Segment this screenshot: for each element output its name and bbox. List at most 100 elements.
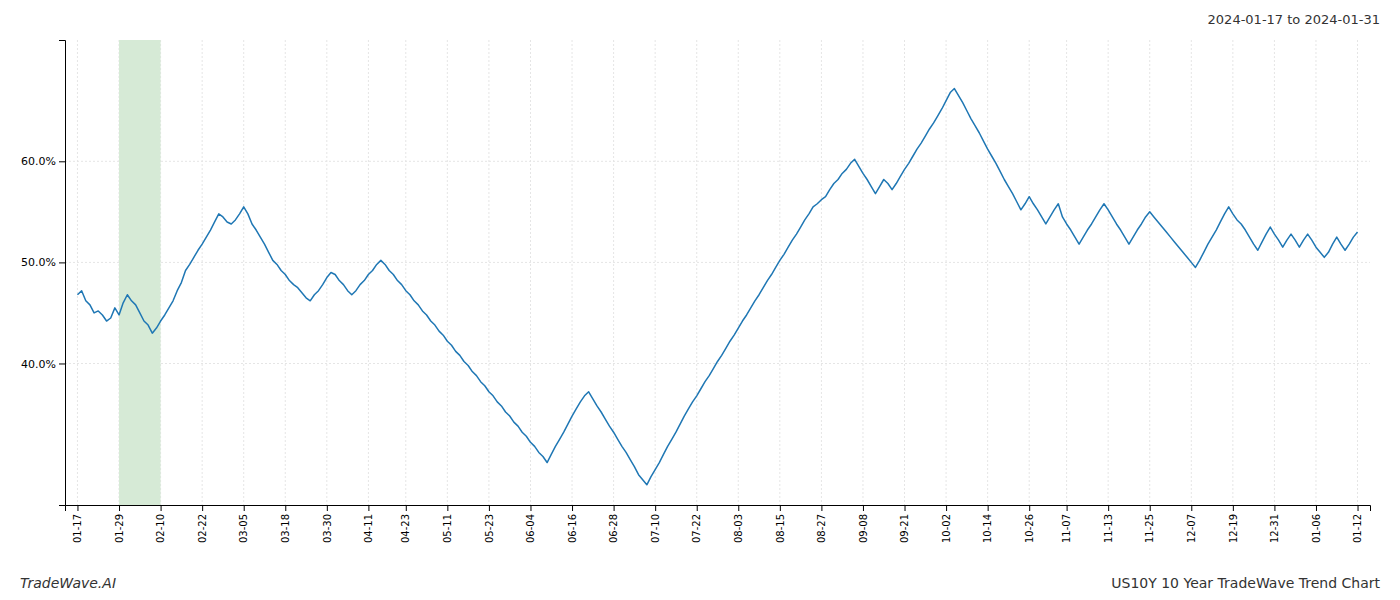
- x-tick: 07-10: [650, 505, 661, 543]
- x-tick-label: 07-10: [650, 514, 661, 543]
- x-tick: 03-18: [280, 505, 291, 543]
- x-tick-mark: [1274, 505, 1275, 511]
- y-tick-label: 60.0%: [21, 155, 56, 168]
- x-tick: 12-19: [1228, 505, 1239, 543]
- grid-line-x: [1108, 40, 1109, 505]
- x-tick-mark: [988, 505, 989, 511]
- grid-line-x: [655, 40, 656, 505]
- grid-line-x: [572, 40, 573, 505]
- grid-line-x: [821, 40, 822, 505]
- grid-line-x: [1357, 40, 1358, 505]
- x-tick-label: 05-23: [484, 514, 495, 543]
- x-tick: 01-06: [1311, 505, 1322, 543]
- x-tick-label: 03-30: [322, 514, 333, 543]
- grid-line-x: [779, 40, 780, 505]
- x-tick: 02-22: [197, 505, 208, 543]
- x-tick: 01-29: [114, 505, 125, 543]
- grid-line-x: [946, 40, 947, 505]
- x-tick-label: 02-10: [155, 514, 166, 543]
- y-axis-line: [59, 41, 66, 506]
- x-tick-mark: [1233, 505, 1234, 511]
- grid-line-x: [1315, 40, 1316, 505]
- x-tick-label: 04-11: [363, 514, 374, 543]
- x-tick-mark: [77, 505, 78, 511]
- x-tick-label: 01-06: [1311, 514, 1322, 543]
- x-tick-mark: [406, 505, 407, 511]
- y-tick-mark: [59, 262, 65, 263]
- x-tick: 09-21: [899, 505, 910, 543]
- x-tick: 11-13: [1103, 505, 1114, 543]
- x-tick: 06-04: [525, 505, 536, 543]
- grid-line-x: [405, 40, 406, 505]
- x-tick-label: 06-16: [567, 514, 578, 543]
- x-tick-mark: [1029, 505, 1030, 511]
- marks: [77, 40, 1357, 505]
- x-tick: 08-15: [775, 505, 786, 543]
- x-tick-label: 11-07: [1061, 514, 1072, 543]
- chart: 40.0%50.0%60.0%01-1701-2902-1002-2203-05…: [0, 0, 1400, 600]
- plot: 40.0%50.0%60.0%01-1701-2902-1002-2203-05…: [21, 40, 1370, 543]
- x-tick-mark: [1150, 505, 1151, 511]
- x-tick-label: 09-08: [858, 514, 869, 543]
- x-tick-label: 09-21: [899, 514, 910, 543]
- x-tick-label: 01-17: [72, 514, 83, 543]
- grid-line-y: [65, 363, 1370, 364]
- x-tick-mark: [1108, 505, 1109, 511]
- x-tick-mark: [821, 505, 822, 511]
- x-tick-label: 03-18: [280, 514, 291, 543]
- grid-line-x: [77, 40, 78, 505]
- grid-line-x: [613, 40, 614, 505]
- x-tick-label: 08-03: [733, 514, 744, 543]
- x-tick: 08-03: [733, 505, 744, 543]
- x-tick: 10-26: [1024, 505, 1035, 543]
- x-tick-mark: [1067, 505, 1068, 511]
- x-tick-label: 04-23: [400, 514, 411, 543]
- x-tick: 10-02: [941, 505, 952, 543]
- x-tick-mark: [244, 505, 245, 511]
- x-tick-label: 05-11: [442, 514, 453, 543]
- x-tick-mark: [655, 505, 656, 511]
- grid-line-x: [1066, 40, 1067, 505]
- x-tick: 11-07: [1061, 505, 1072, 543]
- x-tick: 01-17: [72, 505, 83, 543]
- grid-line-x: [243, 40, 244, 505]
- y-tick: 60.0%: [21, 155, 65, 168]
- x-tick-label: 10-14: [982, 514, 993, 543]
- x-tick-label: 12-31: [1269, 514, 1280, 543]
- x-tick-label: 07-22: [691, 514, 702, 543]
- x-tick-mark: [285, 505, 286, 511]
- grid-line-x: [1191, 40, 1192, 505]
- x-tick-label: 08-15: [775, 514, 786, 543]
- x-tick-mark: [780, 505, 781, 511]
- x-tick-label: 12-07: [1186, 514, 1197, 543]
- grid-line-y: [65, 161, 1370, 162]
- annotation: TradeWave.AI: [20, 575, 116, 591]
- grid: [65, 40, 1370, 505]
- grid-line-x: [696, 40, 697, 505]
- x-tick: 08-27: [816, 505, 827, 543]
- x-tick-label: 06-28: [608, 514, 619, 543]
- x-tick-mark: [161, 505, 162, 511]
- y-tick-label: 40.0%: [21, 357, 56, 370]
- y-tick: 40.0%: [21, 357, 65, 370]
- x-tick-mark: [946, 505, 947, 511]
- x-tick-mark: [327, 505, 328, 511]
- x-tick-mark: [738, 505, 739, 511]
- y-axis: 40.0% 50.0% 60.0%: [21, 41, 65, 506]
- y-tick-label: 50.0%: [21, 256, 56, 269]
- x-tick: 10-14: [982, 505, 993, 543]
- y-tick: 50.0%: [21, 256, 65, 269]
- grid-line-x: [202, 40, 203, 505]
- x-tick: 02-10: [155, 505, 166, 543]
- grid-line-x: [530, 40, 531, 505]
- grid-line-x: [488, 40, 489, 505]
- x-tick-mark: [1316, 505, 1317, 511]
- x-tick: 12-31: [1269, 505, 1280, 543]
- grid-line-x: [987, 40, 988, 505]
- x-tick-label: 06-04: [525, 514, 536, 543]
- y-tick-mark: [59, 363, 65, 364]
- x-tick-label: 08-27: [816, 514, 827, 543]
- grid-line-x: [447, 40, 448, 505]
- x-tick-label: 01-29: [114, 514, 125, 543]
- x-axis: 01-1701-2902-1002-2203-0503-1803-3004-11…: [66, 505, 1371, 543]
